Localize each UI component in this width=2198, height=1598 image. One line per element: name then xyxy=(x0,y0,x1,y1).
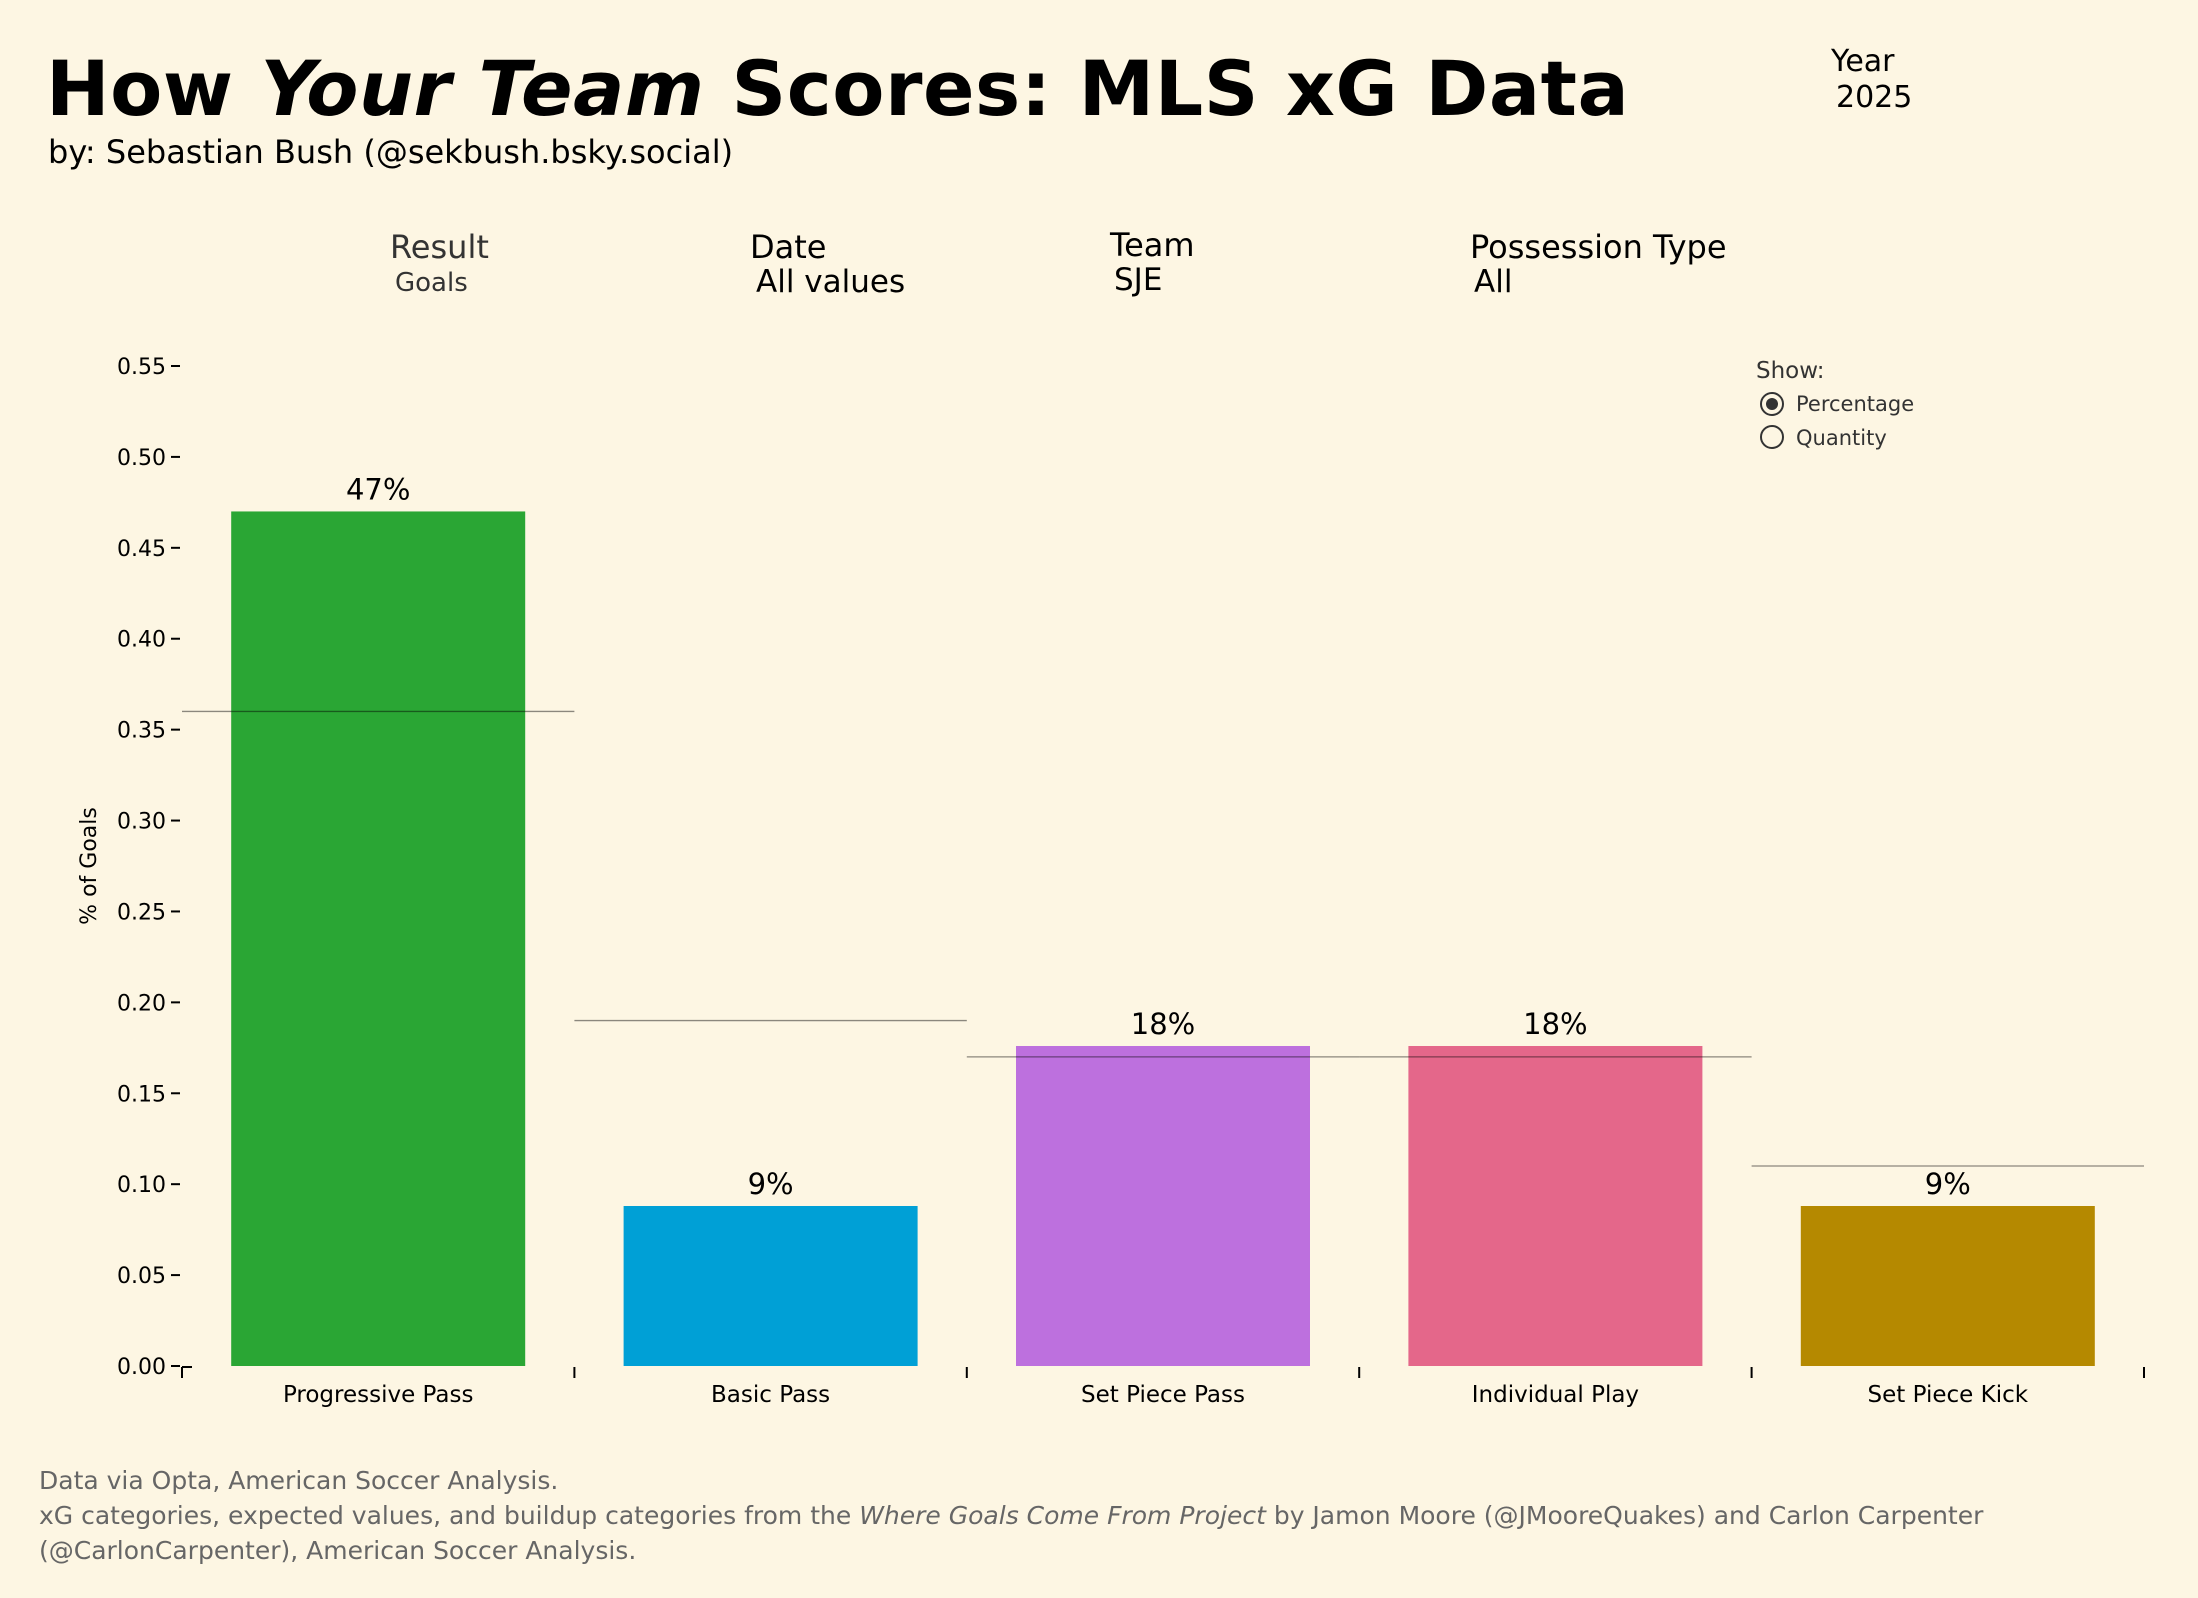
bar-data-label: 9% xyxy=(1925,1167,1971,1201)
x-tick-label: Individual Play xyxy=(1472,1382,1639,1408)
y-tick-label: 0.50 xyxy=(117,446,166,471)
show-label: Show: xyxy=(1756,358,1825,384)
y-tick-label: 0.10 xyxy=(117,1173,166,1198)
y-tick-label: 0.00 xyxy=(117,1355,166,1380)
result-filter-label: Result xyxy=(390,228,489,266)
x-tick-label: Set Piece Pass xyxy=(1081,1382,1245,1408)
quantity-radio[interactable] xyxy=(1760,425,1784,449)
possession-filter-label: Possession Type xyxy=(1470,228,1727,266)
footer-project-name: Where Goals Come From Project xyxy=(859,1501,1266,1530)
page-title: How Your Team Scores: MLS xG Data xyxy=(46,44,1629,133)
date-filter-value[interactable]: All values xyxy=(756,264,906,300)
team-filter-value[interactable]: SJE xyxy=(1114,262,1163,298)
x-tick-label: Progressive Pass xyxy=(283,1382,474,1408)
result-filter-value[interactable]: Goals xyxy=(395,268,468,298)
footer-line2-pre: xG categories, expected values, and buil… xyxy=(39,1501,860,1530)
percentage-radio-label[interactable]: Percentage xyxy=(1796,392,1915,416)
radio-selected-dot xyxy=(1766,398,1778,410)
y-tick-label: 0.20 xyxy=(117,991,166,1016)
x-tick-label: Set Piece Kick xyxy=(1868,1382,2029,1408)
percentage-radio[interactable] xyxy=(1760,392,1784,416)
y-tick-label: 0.30 xyxy=(117,810,166,835)
y-tick-label: 0.35 xyxy=(117,719,166,744)
bar-data-label: 18% xyxy=(1523,1007,1587,1041)
y-tick-label: 0.40 xyxy=(117,628,166,653)
year-label: Year xyxy=(1831,44,1895,79)
title-part2: Scores: MLS xG Data xyxy=(704,44,1630,133)
bar-set-piece-kick xyxy=(1800,1206,2095,1366)
title-part1: How xyxy=(46,44,261,133)
bar-data-label: 9% xyxy=(748,1167,794,1201)
footer-line1: Data via Opta, American Soccer Analysis. xyxy=(39,1466,559,1495)
date-filter-label: Date xyxy=(750,228,827,266)
y-tick-label: 0.05 xyxy=(117,1264,166,1289)
byline: by: Sebastian Bush (@sekbush.bsky.social… xyxy=(48,133,734,171)
y-tick-label: 0.45 xyxy=(117,537,166,562)
footer-line2-post: by Jamon Moore (@JMooreQuakes) and Carlo… xyxy=(39,1501,1984,1565)
possession-filter-value[interactable]: All xyxy=(1474,264,1513,300)
y-tick-label: 0.15 xyxy=(117,1082,166,1107)
bar-data-label: 18% xyxy=(1131,1007,1195,1041)
year-value[interactable]: 2025 xyxy=(1836,80,1913,115)
quantity-radio-label[interactable]: Quantity xyxy=(1796,426,1887,450)
footer-line2: xG categories, expected values, and buil… xyxy=(39,1498,1999,1568)
x-tick-label: Basic Pass xyxy=(711,1382,830,1408)
y-axis-label: % of Goals xyxy=(77,807,102,925)
team-filter-label: Team xyxy=(1110,226,1195,264)
bar-set-piece-pass xyxy=(1016,1046,1310,1366)
bar-progressive-pass xyxy=(231,511,526,1366)
y-tick-label: 0.55 xyxy=(117,355,166,380)
bar-basic-pass xyxy=(623,1206,918,1366)
bar-individual-play xyxy=(1408,1046,1703,1366)
title-italic: Your Team xyxy=(260,44,705,133)
footer-credits: Data via Opta, American Soccer Analysis.… xyxy=(39,1463,1999,1568)
bar-data-label: 47% xyxy=(346,472,410,506)
y-tick-label: 0.25 xyxy=(117,900,166,925)
